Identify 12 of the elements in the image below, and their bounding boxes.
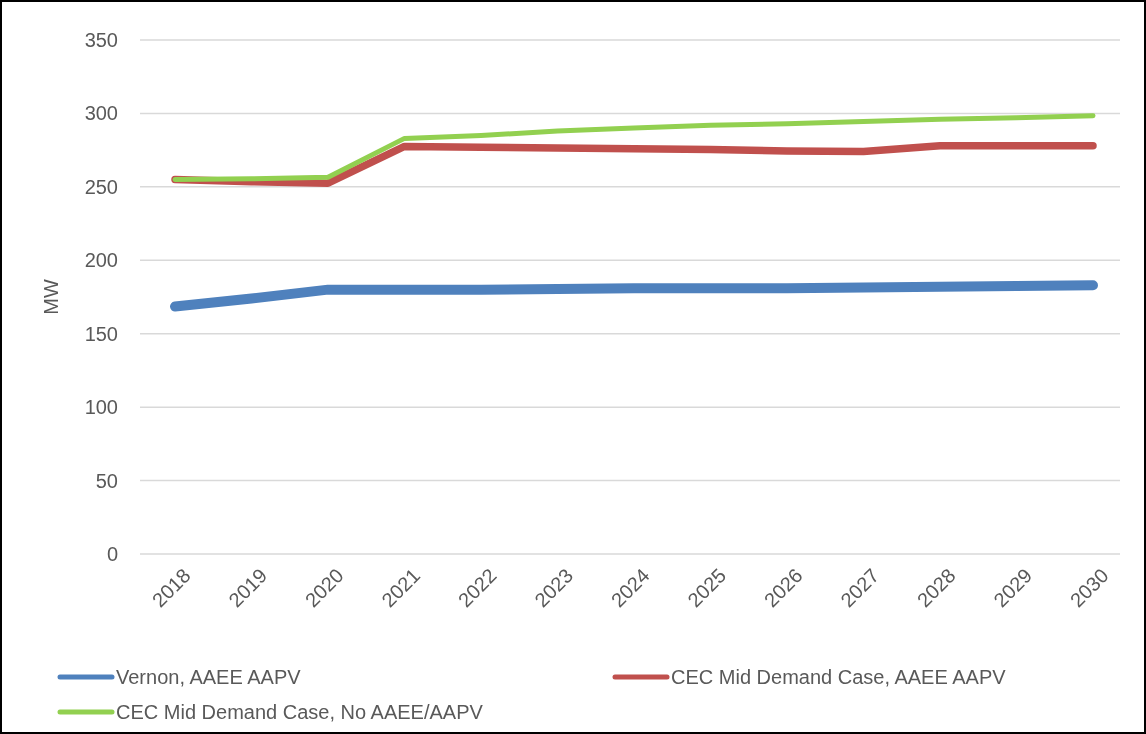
y-tick-label: 0 [106,543,118,565]
legend-label: CEC Mid Demand Case, No AAEE/AAPV [116,701,484,723]
y-tick-label: 300 [84,102,118,125]
y-tick-label: 50 [95,469,118,492]
legend-label: CEC Mid Demand Case, AAEE AAPV [671,666,1007,688]
y-tick-label: 200 [84,249,118,272]
legend-label: Vernon, AAEE AAPV [116,666,302,688]
y-axis-title: MW [40,279,62,315]
y-tick-label: 100 [84,396,118,419]
y-tick-label: 350 [84,29,118,51]
y-tick-label: 250 [84,175,118,198]
y-tick-label: 150 [84,322,118,345]
